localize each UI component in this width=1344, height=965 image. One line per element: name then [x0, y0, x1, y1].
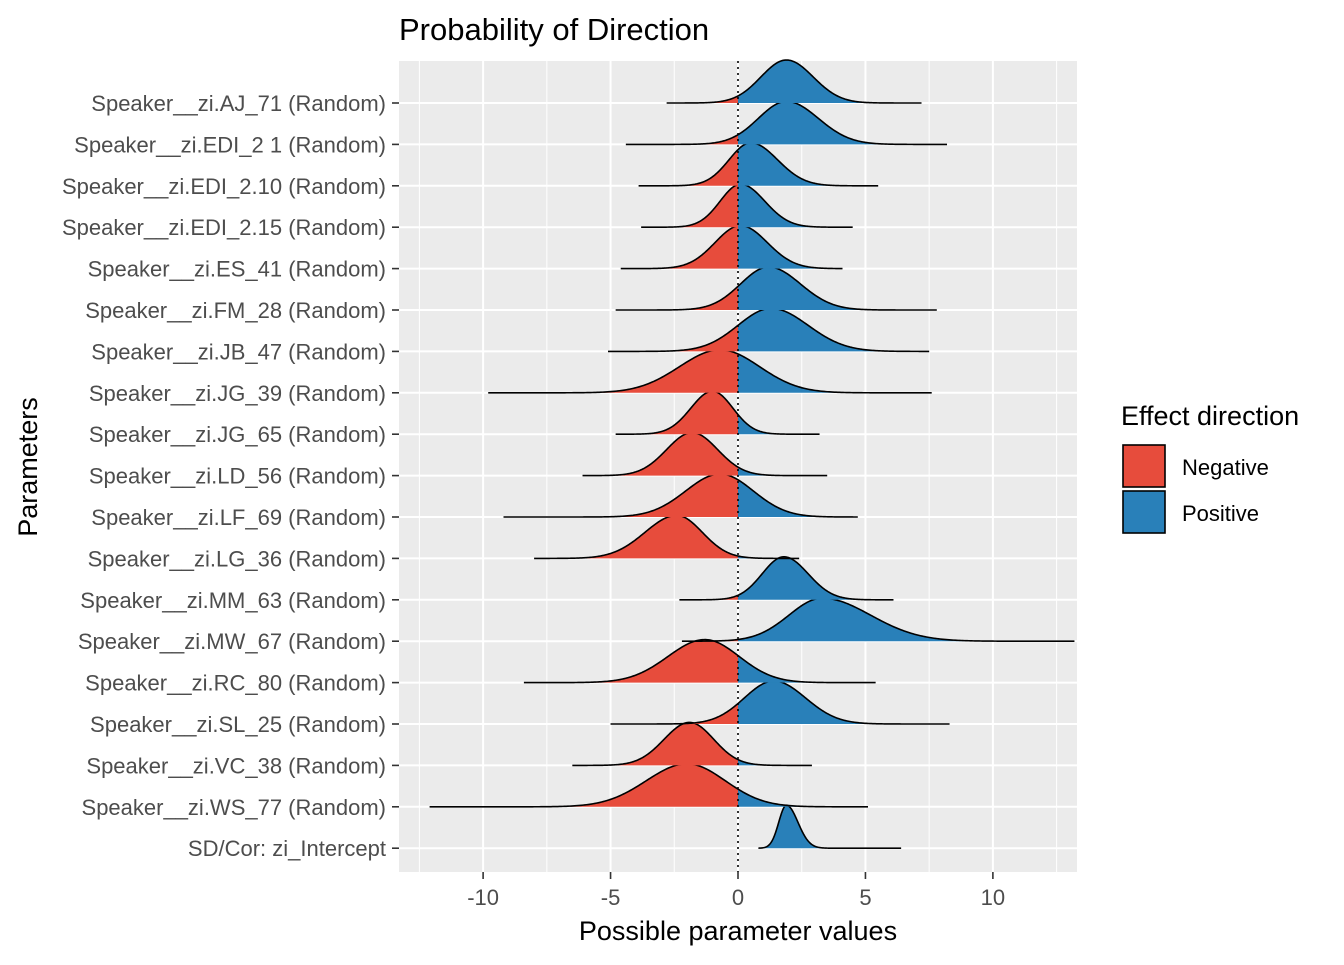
ridge-outline-0 — [666, 59, 922, 104]
ridge-negative-area-16 — [572, 722, 738, 766]
ridge-positive-area-9 — [738, 467, 828, 476]
ridge-negative-area-15 — [610, 703, 738, 724]
ridge-positive-area-15 — [738, 681, 950, 724]
ridge-positive-area-12 — [738, 556, 894, 600]
ridge-outline-14 — [523, 638, 876, 684]
y-axis-title: Parameters — [13, 397, 43, 537]
ridge-positive-area-2 — [738, 142, 879, 186]
ridges-layer — [429, 59, 1075, 849]
y-tick-label-3: Speaker__zi.EDI_2.15 (Random) — [62, 215, 386, 240]
ridge-negative-area-4 — [620, 225, 738, 269]
y-tick-label-13: Speaker__zi.MW_67 (Random) — [78, 629, 386, 654]
x-tick-label-0: -10 — [467, 885, 499, 910]
ridge-positive-area-0 — [738, 60, 922, 103]
y-tick-label-9: Speaker__zi.LD_56 (Random) — [89, 464, 386, 489]
ridge-outline-10 — [503, 473, 858, 518]
x-axis: -10 -5 0 5 10 — [467, 872, 1005, 910]
chart-title: Probability of Direction — [399, 12, 709, 47]
ridge-positive-area-3 — [738, 184, 853, 228]
ridge-negative-area-5 — [615, 286, 738, 310]
y-tick-label-2: Speaker__zi.EDI_2.10 (Random) — [62, 174, 386, 199]
y-tick-label-4: Speaker__zi.ES_41 (Random) — [88, 257, 386, 282]
y-tick-label-1: Speaker__zi.EDI_2 1 (Random) — [74, 132, 386, 157]
legend-key-negative — [1122, 444, 1166, 488]
ridge-negative-area-7 — [488, 349, 738, 393]
x-tick-label-2: 0 — [732, 885, 744, 910]
ridge-outline-18 — [758, 804, 902, 849]
ridge-negative-area-8 — [615, 391, 738, 435]
ridge-negative-area-3 — [641, 184, 738, 228]
ridge-positive-area-1 — [738, 101, 948, 145]
ridge-outline-11 — [534, 514, 800, 560]
ridge-outline-9 — [582, 431, 828, 477]
y-tick-label-16: Speaker__zi.VC_38 (Random) — [86, 753, 386, 778]
ridge-negative-area-11 — [534, 515, 738, 559]
ridge-positive-area-6 — [738, 308, 930, 352]
ridge-positive-area-14 — [738, 655, 876, 683]
legend-label-negative: Negative — [1182, 455, 1269, 480]
x-axis-title: Possible parameter values — [579, 916, 897, 946]
y-tick-label-10: Speaker__zi.LF_69 (Random) — [91, 505, 386, 530]
y-axis: Speaker__zi.AJ_71 (Random) Speaker__zi.ED… — [62, 91, 399, 861]
y-tick-label-12: Speaker__zi.MM_63 (Random) — [80, 588, 386, 613]
y-tick-label-14: Speaker__zi.RC_80 (Random) — [85, 671, 386, 696]
ridge-negative-area-9 — [582, 432, 738, 476]
ridge-positive-area-16 — [738, 759, 812, 766]
x-tick-label-4: 10 — [981, 885, 1005, 910]
ridge-negative-area-1 — [625, 134, 738, 145]
ridge-positive-area-18 — [758, 805, 902, 849]
ridge-negative-area-12 — [679, 595, 738, 600]
ridge-negative-area-0 — [666, 95, 738, 103]
ridge-negative-area-6 — [608, 325, 738, 352]
ridge-positive-area-11 — [738, 555, 800, 559]
ridge-negative-area-10 — [503, 474, 738, 517]
y-tick-label-0: Speaker__zi.AJ_71 (Random) — [91, 91, 386, 116]
ridge-positive-area-4 — [738, 225, 843, 269]
legend-key-positive — [1122, 490, 1166, 534]
y-tick-label-6: Speaker__zi.JB_47 (Random) — [91, 339, 386, 364]
ridge-outline-2 — [638, 141, 879, 187]
legend: Effect direction Negative Positive — [1121, 401, 1299, 534]
y-tick-label-18: SD/Cor: zi_Intercept — [188, 836, 386, 861]
ridge-positive-area-8 — [738, 414, 820, 435]
ridge-negative-area-14 — [523, 639, 738, 683]
legend-title: Effect direction — [1121, 401, 1299, 431]
ridge-positive-area-10 — [738, 479, 858, 517]
ridge-outline-13 — [681, 597, 1075, 642]
ridge-positive-area-17 — [738, 789, 868, 807]
y-tick-label-17: Speaker__zi.WS_77 (Random) — [82, 795, 386, 820]
legend-label-positive: Positive — [1182, 501, 1259, 526]
y-tick-label-11: Speaker__zi.LG_36 (Random) — [88, 546, 386, 571]
ridge-positive-area-13 — [738, 598, 1075, 642]
ridge-positive-area-5 — [738, 267, 937, 310]
ridge-outline-12 — [679, 555, 894, 601]
y-tick-label-7: Speaker__zi.JG_39 (Random) — [89, 381, 386, 406]
y-tick-label-8: Speaker__zi.JG_65 (Random) — [89, 422, 386, 447]
y-tick-label-5: Speaker__zi.FM_28 (Random) — [85, 298, 386, 323]
x-tick-label-3: 5 — [859, 885, 871, 910]
ridge-negative-area-17 — [429, 763, 738, 807]
ridge-outline-4 — [620, 224, 843, 270]
ridge-outline-17 — [429, 762, 868, 808]
y-tick-label-15: Speaker__zi.SL_25 (Random) — [90, 712, 386, 737]
x-tick-label-1: -5 — [601, 885, 621, 910]
